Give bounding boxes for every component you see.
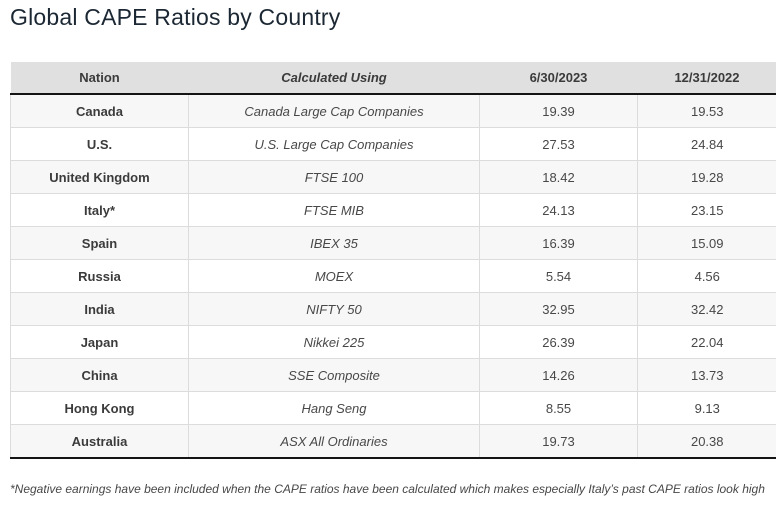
nation-cell: United Kingdom (10, 160, 189, 194)
table-row: Japan Nikkei 225 26.39 22.04 (10, 325, 776, 359)
value-2023-cell: 19.73 (479, 424, 638, 459)
column-header-6-30-2023: 6/30/2023 (479, 62, 638, 95)
nation-cell: Japan (10, 325, 189, 359)
value-2022-cell: 20.38 (637, 424, 776, 459)
value-2023-cell: 27.53 (479, 127, 638, 161)
table-body: Canada Canada Large Cap Companies 19.39 … (10, 94, 776, 459)
table-header: Nation Calculated Using 6/30/2023 12/31/… (10, 62, 776, 95)
table-row: Canada Canada Large Cap Companies 19.39 … (10, 94, 776, 128)
calculated-using-cell: U.S. Large Cap Companies (188, 127, 480, 161)
value-2023-cell: 14.26 (479, 358, 638, 392)
table-row: Australia ASX All Ordinaries 19.73 20.38 (10, 424, 776, 459)
value-2022-cell: 15.09 (637, 226, 776, 260)
cape-ratios-table: Nation Calculated Using 6/30/2023 12/31/… (10, 62, 776, 459)
column-header-calculated-using: Calculated Using (188, 62, 480, 95)
value-2022-cell: 13.73 (637, 358, 776, 392)
table-row: United Kingdom FTSE 100 18.42 19.28 (10, 160, 776, 194)
value-2023-cell: 8.55 (479, 391, 638, 425)
nation-cell: Australia (10, 424, 189, 459)
page-title: Global CAPE Ratios by Country (10, 4, 341, 30)
calculated-using-cell: Nikkei 225 (188, 325, 480, 359)
table-row: Hong Kong Hang Seng 8.55 9.13 (10, 391, 776, 425)
nation-cell: Italy* (10, 193, 189, 227)
calculated-using-cell: FTSE MIB (188, 193, 480, 227)
nation-cell: Canada (10, 94, 189, 128)
value-2023-cell: 16.39 (479, 226, 638, 260)
table-row: Russia MOEX 5.54 4.56 (10, 259, 776, 293)
value-2023-cell: 24.13 (479, 193, 638, 227)
value-2023-cell: 32.95 (479, 292, 638, 326)
nation-cell: China (10, 358, 189, 392)
nation-cell: Russia (10, 259, 189, 293)
value-2022-cell: 9.13 (637, 391, 776, 425)
nation-cell: Spain (10, 226, 189, 260)
value-2023-cell: 26.39 (479, 325, 638, 359)
value-2022-cell: 4.56 (637, 259, 776, 293)
value-2023-cell: 5.54 (479, 259, 638, 293)
calculated-using-cell: FTSE 100 (188, 160, 480, 194)
column-header-12-31-2022: 12/31/2022 (637, 62, 776, 95)
table-row: Spain IBEX 35 16.39 15.09 (10, 226, 776, 260)
nation-cell: Hong Kong (10, 391, 189, 425)
table-row: India NIFTY 50 32.95 32.42 (10, 292, 776, 326)
value-2023-cell: 18.42 (479, 160, 638, 194)
value-2022-cell: 32.42 (637, 292, 776, 326)
value-2022-cell: 19.53 (637, 94, 776, 128)
table-row: Italy* FTSE MIB 24.13 23.15 (10, 193, 776, 227)
table-header-row: Nation Calculated Using 6/30/2023 12/31/… (10, 62, 776, 95)
table-row: China SSE Composite 14.26 13.73 (10, 358, 776, 392)
value-2023-cell: 19.39 (479, 94, 638, 128)
column-header-nation: Nation (10, 62, 189, 95)
calculated-using-cell: Hang Seng (188, 391, 480, 425)
footnote: *Negative earnings have been included wh… (10, 482, 765, 496)
value-2022-cell: 24.84 (637, 127, 776, 161)
calculated-using-cell: IBEX 35 (188, 226, 480, 260)
nation-cell: U.S. (10, 127, 189, 161)
calculated-using-cell: Canada Large Cap Companies (188, 94, 480, 128)
value-2022-cell: 22.04 (637, 325, 776, 359)
table-row: U.S. U.S. Large Cap Companies 27.53 24.8… (10, 127, 776, 161)
calculated-using-cell: ASX All Ordinaries (188, 424, 480, 459)
calculated-using-cell: SSE Composite (188, 358, 480, 392)
value-2022-cell: 23.15 (637, 193, 776, 227)
nation-cell: India (10, 292, 189, 326)
calculated-using-cell: NIFTY 50 (188, 292, 480, 326)
value-2022-cell: 19.28 (637, 160, 776, 194)
calculated-using-cell: MOEX (188, 259, 480, 293)
